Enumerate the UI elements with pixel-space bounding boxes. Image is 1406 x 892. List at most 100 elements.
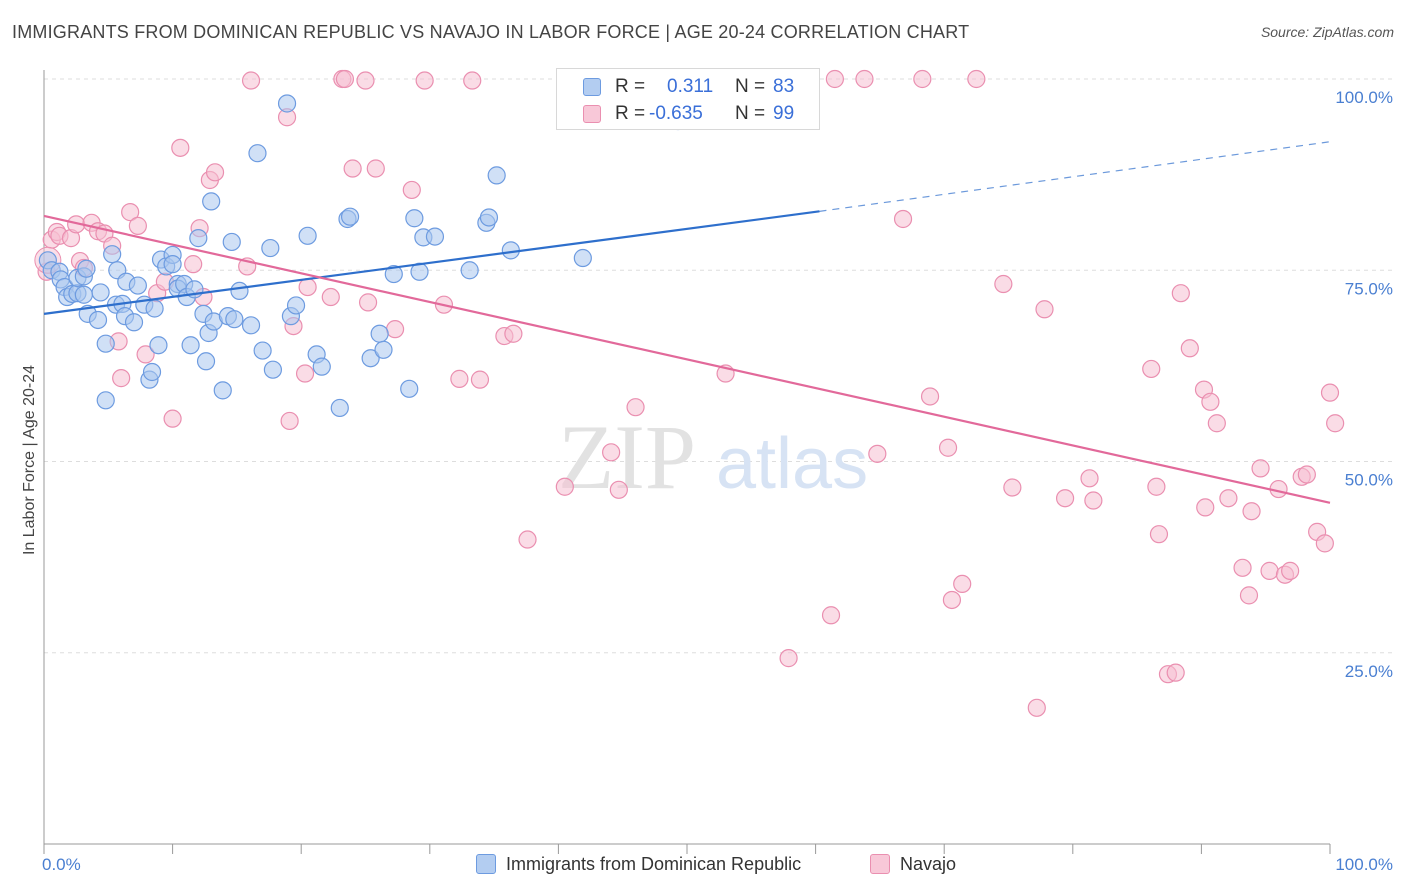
- data-point: [855, 69, 874, 89]
- watermark-atlas: atlas: [716, 424, 868, 504]
- data-point: [913, 69, 932, 89]
- y-tick-label: 75.0%: [1345, 279, 1393, 298]
- legend-n-label: N =: [735, 103, 766, 124]
- data-point: [920, 387, 940, 406]
- axes: [43, 70, 1331, 854]
- y-tick-label: 25.0%: [1345, 662, 1393, 681]
- data-point: [280, 411, 299, 431]
- y-axis-label: In Labor Force | Age 20-24: [21, 365, 38, 555]
- data-point: [470, 370, 490, 389]
- legend-row-navajo: R = -0.635 N = 99: [557, 100, 819, 126]
- data-point: [518, 530, 537, 549]
- data-point: [1196, 498, 1215, 517]
- legend-swatch-pink: [583, 105, 601, 123]
- data-point: [1207, 414, 1226, 433]
- legend-n-label: N =: [735, 76, 766, 97]
- data-point: [450, 369, 469, 388]
- data-point: [938, 438, 958, 457]
- data-point: [77, 259, 96, 278]
- data-point: [825, 69, 844, 89]
- data-point: [1281, 561, 1300, 580]
- data-point: [261, 238, 280, 258]
- data-point: [504, 324, 523, 343]
- data-point: [136, 345, 155, 364]
- legend-n-value: 99: [773, 103, 795, 124]
- data-point: [202, 192, 221, 211]
- y-tick-label: 50.0%: [1345, 471, 1393, 490]
- data-point: [370, 324, 389, 343]
- data-point: [1171, 284, 1190, 303]
- data-point: [181, 336, 200, 355]
- data-point: [196, 352, 216, 371]
- data-point: [277, 94, 297, 113]
- data-point: [555, 477, 574, 496]
- data-point: [330, 398, 349, 418]
- data-point: [609, 480, 628, 499]
- legend-swatch-pink: [870, 854, 890, 874]
- data-point: [1297, 465, 1316, 484]
- data-point: [1315, 534, 1334, 553]
- data-point: [487, 166, 506, 185]
- legend-r-label: R =: [615, 76, 646, 97]
- data-point: [124, 313, 144, 332]
- data-point: [400, 379, 419, 398]
- x-tick-label: 0.0%: [42, 855, 81, 874]
- data-point: [1180, 339, 1199, 358]
- data-point: [405, 209, 424, 228]
- data-point: [1239, 586, 1259, 605]
- tick-labels: 25.0% 50.0% 75.0% 100.0% 0.0% 100.0%: [42, 88, 1393, 874]
- trendline-dominican-extension: [819, 141, 1331, 212]
- data-point: [1003, 478, 1022, 497]
- data-point: [163, 409, 182, 428]
- data-point: [402, 180, 421, 200]
- data-point: [374, 340, 393, 359]
- data-point: [343, 159, 362, 178]
- legend-r-value: -0.635: [649, 103, 703, 124]
- data-point: [1147, 477, 1166, 496]
- data-point: [1055, 489, 1075, 508]
- data-point: [184, 255, 203, 274]
- x-tick-label: 100.0%: [1335, 855, 1393, 874]
- data-point: [1320, 383, 1340, 402]
- data-point: [479, 208, 499, 227]
- data-point: [298, 226, 317, 245]
- y-tick-label: 100.0%: [1335, 88, 1393, 107]
- data-point: [91, 283, 110, 302]
- legend-swatch-blue: [476, 854, 496, 874]
- data-point: [335, 69, 355, 89]
- data-point: [385, 320, 405, 339]
- data-point: [340, 207, 360, 226]
- data-point: [602, 443, 621, 462]
- data-point: [384, 264, 403, 284]
- data-point: [222, 232, 241, 252]
- data-point: [298, 277, 317, 297]
- data-point: [248, 144, 267, 163]
- trendline-dominican: [43, 210, 820, 315]
- data-point: [96, 334, 115, 353]
- data-point: [1027, 698, 1046, 717]
- data-point: [189, 229, 208, 248]
- data-point: [128, 276, 147, 295]
- data-point: [103, 245, 122, 264]
- legend-row-dominican: R = 0.311 N = 83: [557, 73, 819, 99]
- data-point: [1219, 489, 1238, 508]
- legend-label: Navajo: [900, 854, 957, 874]
- data-point: [213, 381, 232, 400]
- data-point: [967, 69, 986, 89]
- data-point: [112, 369, 131, 388]
- data-point: [1326, 414, 1345, 433]
- data-point: [1142, 359, 1161, 379]
- data-point: [361, 349, 380, 368]
- data-point: [460, 261, 479, 280]
- data-point: [230, 281, 249, 301]
- data-point: [295, 364, 315, 383]
- data-point: [145, 299, 164, 318]
- data-point: [1260, 561, 1279, 580]
- data-point: [1242, 502, 1261, 521]
- data-point: [463, 71, 482, 90]
- data-point: [821, 606, 841, 625]
- data-point: [366, 159, 385, 178]
- data-point: [779, 649, 798, 668]
- data-point: [893, 209, 913, 229]
- data-point: [241, 316, 261, 335]
